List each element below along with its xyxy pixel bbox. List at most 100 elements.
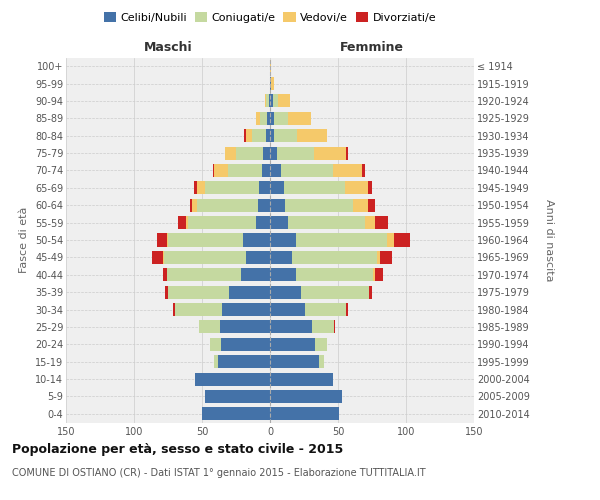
Bar	[270, 146, 277, 160]
Bar	[281, 164, 332, 177]
Bar	[285, 198, 353, 212]
Bar	[266, 94, 269, 108]
Bar	[218, 355, 270, 368]
Bar	[260, 112, 267, 125]
Bar	[214, 164, 228, 177]
Bar	[368, 182, 372, 194]
Bar	[292, 251, 377, 264]
Bar	[305, 303, 346, 316]
Bar	[312, 320, 334, 334]
Text: COMUNE DI OSTIANO (CR) - Dati ISTAT 1° gennaio 2015 - Elaborazione TUTTITALIA.IT: COMUNE DI OSTIANO (CR) - Dati ISTAT 1° g…	[12, 468, 425, 477]
Bar	[346, 303, 347, 316]
Bar	[213, 164, 214, 177]
Bar	[271, 77, 274, 90]
Bar	[236, 146, 263, 160]
Bar	[164, 251, 245, 264]
Bar	[270, 77, 271, 90]
Bar	[270, 234, 296, 246]
Bar	[332, 164, 362, 177]
Bar	[270, 355, 319, 368]
Bar	[245, 129, 253, 142]
Bar	[190, 198, 193, 212]
Bar	[205, 390, 270, 403]
Bar	[168, 234, 243, 246]
Bar	[270, 216, 287, 229]
Bar	[274, 129, 297, 142]
Bar	[387, 234, 394, 246]
Bar	[256, 216, 270, 229]
Bar	[296, 234, 387, 246]
Bar	[270, 338, 315, 351]
Bar	[270, 390, 342, 403]
Bar	[241, 268, 270, 281]
Bar	[394, 234, 410, 246]
Bar	[296, 268, 373, 281]
Y-axis label: Anni di nascita: Anni di nascita	[544, 198, 554, 281]
Bar	[229, 286, 270, 298]
Bar	[270, 408, 340, 420]
Bar	[270, 112, 274, 125]
Bar	[225, 146, 236, 160]
Bar	[284, 182, 345, 194]
Bar	[178, 216, 185, 229]
Bar	[253, 129, 266, 142]
Bar	[353, 198, 368, 212]
Bar	[270, 303, 305, 316]
Bar	[194, 182, 197, 194]
Bar	[365, 216, 375, 229]
Bar	[270, 320, 312, 334]
Bar	[270, 268, 296, 281]
Bar	[157, 234, 167, 246]
Bar	[199, 320, 220, 334]
Bar	[220, 320, 270, 334]
Bar	[270, 164, 281, 177]
Bar	[314, 146, 346, 160]
Bar	[173, 303, 175, 316]
Bar	[345, 182, 368, 194]
Bar	[270, 94, 273, 108]
Bar	[195, 372, 270, 386]
Bar	[270, 129, 274, 142]
Bar	[262, 164, 270, 177]
Bar	[167, 234, 168, 246]
Bar	[369, 286, 372, 298]
Bar	[210, 338, 221, 351]
Bar	[165, 286, 168, 298]
Bar	[266, 129, 270, 142]
Bar	[223, 303, 270, 316]
Bar	[373, 268, 375, 281]
Bar	[265, 94, 266, 108]
Bar	[334, 320, 335, 334]
Bar	[346, 146, 347, 160]
Bar	[377, 251, 380, 264]
Bar	[270, 251, 292, 264]
Bar	[380, 251, 392, 264]
Bar	[368, 198, 375, 212]
Bar	[256, 112, 260, 125]
Bar	[273, 94, 278, 108]
Bar	[243, 234, 270, 246]
Bar	[277, 146, 314, 160]
Bar	[270, 198, 285, 212]
Bar	[258, 198, 270, 212]
Bar	[202, 408, 270, 420]
Bar	[188, 216, 256, 229]
Bar	[375, 216, 388, 229]
Bar	[168, 286, 229, 298]
Bar	[263, 146, 270, 160]
Bar	[315, 338, 327, 351]
Bar	[287, 112, 311, 125]
Text: Popolazione per età, sesso e stato civile - 2015: Popolazione per età, sesso e stato civil…	[12, 442, 343, 456]
Bar	[244, 129, 245, 142]
Bar	[278, 94, 290, 108]
Bar	[270, 372, 332, 386]
Bar	[167, 268, 241, 281]
Bar	[228, 164, 262, 177]
Bar	[163, 268, 167, 281]
Bar	[185, 216, 188, 229]
Y-axis label: Fasce di età: Fasce di età	[19, 207, 29, 273]
Legend: Celibi/Nubili, Coniugati/e, Vedovi/e, Divorziati/e: Celibi/Nubili, Coniugati/e, Vedovi/e, Di…	[100, 8, 440, 28]
Bar	[163, 251, 164, 264]
Bar	[267, 112, 270, 125]
Bar	[214, 355, 218, 368]
